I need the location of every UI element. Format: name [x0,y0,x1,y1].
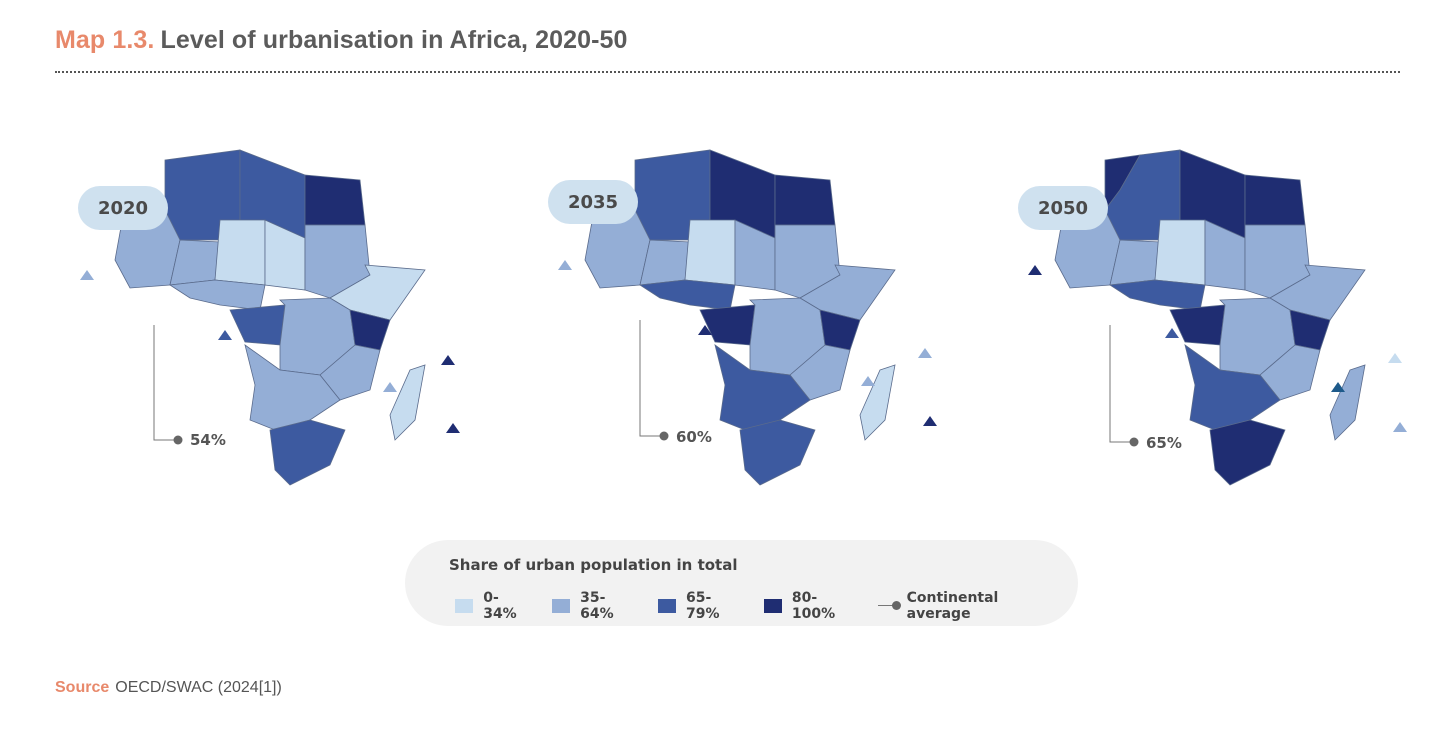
africa-map-2035 [584,149,896,486]
legend-swatch [763,599,782,613]
legend-swatch [455,599,474,613]
year-label: 2050 [1018,186,1108,230]
region-gulf [168,279,266,311]
legend-item: 35-64% [551,590,634,622]
source-label: Source [55,679,110,696]
source-note: Source OECD/SWAC (2024[1]) [55,679,282,697]
legend-items: 0-34% 35-64% 65-79% 80-100% Continental … [455,590,1078,622]
legend-item: 80-100% [763,590,855,622]
region-cameroon [229,304,286,346]
map-panel-2050: 2050 65% [1010,120,1450,510]
legend: Share of urban population in total 0-34%… [405,540,1078,626]
legend-item-label: 0-34% [483,590,517,622]
map-title-text: Level of urbanisation in Africa, 2020-50 [160,26,628,54]
continental-average-value: 54% [190,431,226,449]
legend-swatch [657,599,676,613]
map-title: Map 1.3. Level of urbanisation in Africa,… [55,26,628,55]
region-south-africa [269,419,346,486]
year-label: 2020 [78,186,168,230]
legend-title: Share of urban population in total [449,556,738,574]
legend-item-label: 35-64% [580,590,614,622]
legend-item: 0-34% [455,590,528,622]
legend-item: 65-79% [657,590,740,622]
continental-average-value: 60% [676,428,712,446]
legend-swatch [551,599,571,613]
africa-map-2020 [114,149,426,486]
map-panel-2035: 2035 60% [540,120,980,510]
legend-item-average: Continental average [878,590,1054,622]
continental-average-marker-icon [878,599,902,613]
legend-average-label: Continental average [906,590,999,622]
continental-average-value: 65% [1146,434,1182,452]
map-number: Map 1.3. [55,26,155,54]
legend-item-label: 65-79% [685,590,720,622]
region-egypt [304,174,366,226]
year-label: 2035 [548,180,638,224]
region-madagascar [389,364,426,441]
map-panel-2020: 2020 54% [70,120,510,510]
africa-map-2050 [1054,149,1366,486]
source-text: OECD/SWAC (2024[1]) [115,679,282,696]
region-sahel-mid [214,219,266,286]
dotted-divider [55,71,1400,73]
legend-item-label: 80-100% [791,590,836,622]
